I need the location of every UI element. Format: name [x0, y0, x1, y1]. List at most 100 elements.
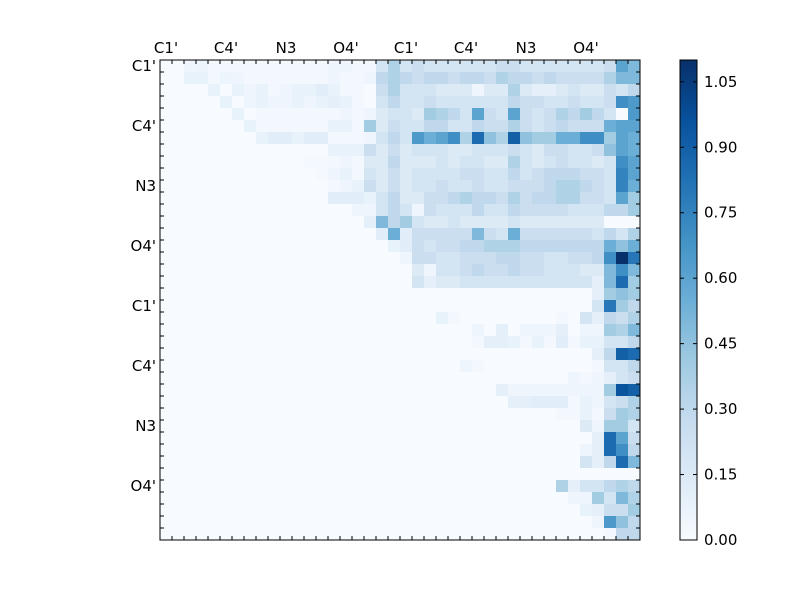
heatmap-cell [340, 312, 353, 325]
heatmap-cell [268, 180, 281, 193]
heatmap-cell [508, 432, 521, 445]
heatmap-cell [196, 252, 209, 265]
heatmap-cell [316, 420, 329, 433]
heatmap-cell [232, 336, 245, 349]
heatmap-cell [352, 120, 365, 133]
heatmap-cell [292, 468, 305, 481]
heatmap-cell [364, 444, 377, 457]
heatmap-cell [568, 324, 581, 337]
heatmap-cell [544, 480, 557, 493]
heatmap-cell [160, 132, 173, 145]
heatmap-cell [520, 480, 533, 493]
heatmap-cell [556, 480, 569, 493]
heatmap-cell [184, 360, 197, 373]
heatmap-cell [292, 180, 305, 193]
heatmap-cell [196, 516, 209, 529]
heatmap-cell [592, 168, 605, 181]
heatmap-cell [376, 216, 389, 229]
heatmap-cell [220, 360, 233, 373]
heatmap-cell [484, 528, 497, 541]
heatmap-cell [244, 336, 257, 349]
heatmap-cell [436, 456, 449, 469]
heatmap-cell [268, 336, 281, 349]
heatmap-cell [436, 468, 449, 481]
heatmap-cell [484, 300, 497, 313]
heatmap-cell [220, 336, 233, 349]
heatmap-cell [376, 420, 389, 433]
heatmap-cell [568, 252, 581, 265]
heatmap-cell [472, 72, 485, 85]
heatmap-cell [316, 168, 329, 181]
y-tick-label: N3 [135, 417, 156, 435]
heatmap-cell [316, 348, 329, 361]
heatmap-cell [256, 240, 269, 253]
heatmap-cell [580, 480, 593, 493]
heatmap-cell [268, 516, 281, 529]
heatmap-cell [280, 384, 293, 397]
heatmap-cell [172, 516, 185, 529]
heatmap-cell [376, 288, 389, 301]
heatmap-cell [268, 204, 281, 217]
heatmap-cell [340, 360, 353, 373]
heatmap-cell [196, 372, 209, 385]
heatmap-cell [352, 348, 365, 361]
heatmap-cell [280, 204, 293, 217]
heatmap-cell [628, 276, 641, 289]
heatmap-cell [220, 204, 233, 217]
heatmap-cell [520, 276, 533, 289]
heatmap-cell [268, 504, 281, 517]
heatmap-cell [232, 96, 245, 109]
heatmap-cell [388, 252, 401, 265]
heatmap-cell [292, 504, 305, 517]
heatmap-cell [352, 360, 365, 373]
heatmap-cell [400, 276, 413, 289]
heatmap-cell [532, 72, 545, 85]
heatmap-cell [256, 108, 269, 121]
heatmap-cell [544, 168, 557, 181]
heatmap-cell [364, 504, 377, 517]
heatmap-cell [316, 180, 329, 193]
heatmap-cell [256, 300, 269, 313]
heatmap-cell [280, 432, 293, 445]
heatmap-cell [616, 504, 629, 517]
heatmap-cell [364, 252, 377, 265]
heatmap-cell [556, 516, 569, 529]
heatmap-cell [520, 180, 533, 193]
heatmap-cell [472, 384, 485, 397]
heatmap-cell [160, 168, 173, 181]
heatmap-cell [484, 360, 497, 373]
heatmap-cell [220, 84, 233, 97]
heatmap-cell [472, 132, 485, 145]
heatmap-cell [160, 252, 173, 265]
heatmap-cell [244, 480, 257, 493]
heatmap-cell [448, 372, 461, 385]
heatmap-cell [556, 528, 569, 541]
heatmap-cell [172, 360, 185, 373]
heatmap-cell [412, 312, 425, 325]
heatmap-cell [448, 492, 461, 505]
heatmap-cell [448, 360, 461, 373]
heatmap-cell [592, 384, 605, 397]
heatmap-cell [160, 456, 173, 469]
heatmap-cell [304, 456, 317, 469]
heatmap-cell [352, 144, 365, 157]
heatmap-cell [196, 288, 209, 301]
heatmap-cell [364, 396, 377, 409]
heatmap-cell [292, 108, 305, 121]
heatmap-cell [304, 240, 317, 253]
heatmap-cell [184, 240, 197, 253]
heatmap-cell [496, 480, 509, 493]
heatmap-cell [220, 324, 233, 337]
heatmap-cell [292, 96, 305, 109]
heatmap-cell [400, 372, 413, 385]
heatmap-cell [340, 444, 353, 457]
heatmap-cell [592, 216, 605, 229]
heatmap-cell [436, 408, 449, 421]
heatmap-cell [364, 216, 377, 229]
heatmap-cell [352, 336, 365, 349]
heatmap-cell [208, 432, 221, 445]
heatmap-cell [172, 132, 185, 145]
heatmap-cell [604, 396, 617, 409]
heatmap-cell [520, 120, 533, 133]
heatmap-cell [184, 168, 197, 181]
